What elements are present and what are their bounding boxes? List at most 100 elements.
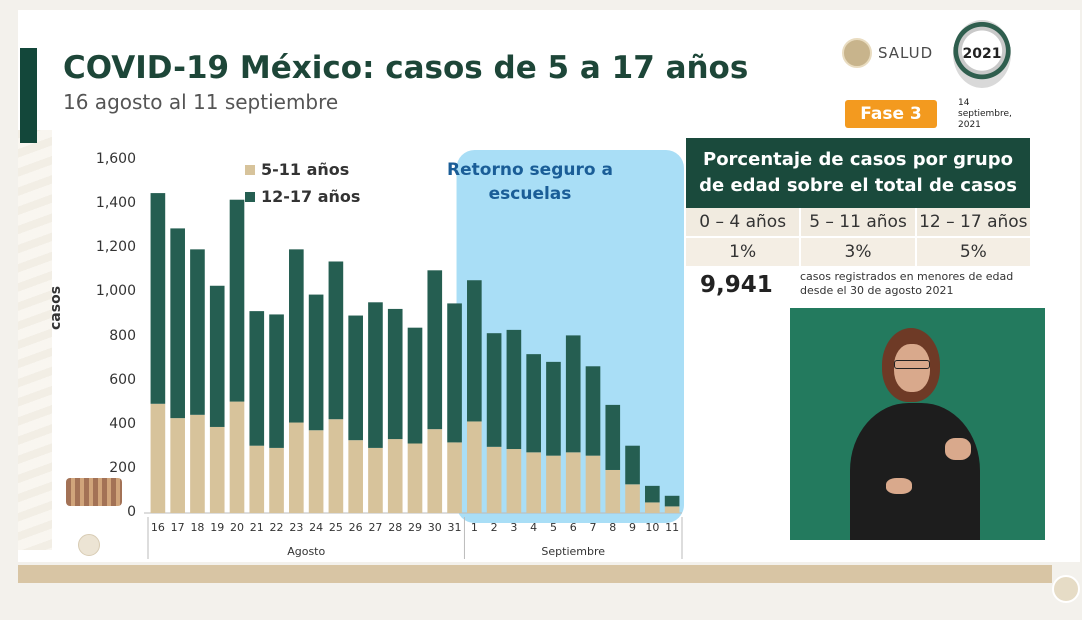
table-header-row: 0 – 4 años 5 – 11 años 12 – 17 años [686, 208, 1030, 236]
y-tick-label: 1,400 [95, 195, 136, 212]
seal-icon [842, 38, 872, 68]
title-accent-bar [20, 48, 37, 143]
x-tick-label: 28 [388, 521, 402, 534]
sign-language-interpreter [790, 308, 1045, 540]
interpreter-hand [945, 438, 971, 460]
page-title: COVID-19 México: casos de 5 a 17 años [63, 50, 749, 86]
decorative-seal-icon [78, 534, 100, 556]
bar-5-11-17 [170, 418, 185, 513]
y-tick-label: 0 [127, 504, 136, 520]
bar-5-11-31 [447, 442, 462, 513]
bar-5-11-30 [427, 429, 443, 513]
bar-12-17-17 [170, 228, 185, 419]
legend-label-5-11: 5-11 años [261, 160, 350, 179]
x-tick-label: 5 [550, 521, 557, 534]
bar-12-17-10 [645, 485, 660, 503]
bar-5-11-16 [150, 403, 166, 513]
bar-5-11-29 [407, 443, 423, 513]
bar-12-17-23 [289, 249, 304, 423]
year-badge-label: 2021 [962, 46, 1002, 62]
x-tick-label: 24 [309, 521, 323, 534]
bar-12-17-6 [565, 335, 581, 453]
x-tick-label: 3 [510, 521, 517, 534]
decorative-pattern [18, 130, 52, 550]
x-tick-label: 26 [349, 521, 363, 534]
salud-logo: SALUD [842, 38, 933, 68]
bar-5-11-5 [546, 455, 561, 513]
bar-12-17-3 [506, 329, 522, 450]
bar-12-17-26 [348, 315, 363, 441]
x-tick-label: 9 [629, 521, 636, 534]
x-tick-label: 1 [471, 521, 478, 534]
table-value-row: 1% 3% 5% [686, 236, 1030, 266]
legend-swatch-5-11 [245, 164, 255, 175]
bar-5-11-9 [625, 484, 640, 513]
salud-label: SALUD [878, 44, 934, 62]
bar-5-11-27 [368, 447, 383, 513]
y-axis-title: casos [48, 285, 64, 330]
page-subtitle: 16 agosto al 11 septiembre [63, 90, 339, 114]
bar-12-17-21 [249, 311, 265, 446]
legend-label-12-17: 12-17 años [261, 187, 361, 206]
x-tick-label: 20 [230, 521, 244, 534]
y-tick-label: 800 [109, 327, 136, 344]
table-header-cell: 0 – 4 años [699, 212, 787, 232]
bar-5-11-7 [585, 455, 601, 513]
x-tick-label: 27 [368, 521, 382, 534]
bar-12-17-31 [447, 303, 462, 443]
x-tick-label: 30 [428, 521, 442, 534]
bar-5-11-11 [664, 506, 680, 513]
x-tick-label: 6 [570, 521, 577, 534]
legend-swatch-12-17 [245, 191, 255, 202]
y-tick-label: 1,200 [95, 239, 136, 256]
bar-5-11-10 [645, 502, 660, 513]
total-cases-value: 9,941 [700, 272, 773, 298]
table-header-cell: 12 – 17 años [914, 208, 1030, 236]
interpreter-body [850, 403, 980, 540]
bar-5-11-23 [289, 422, 304, 513]
bar-12-17-4 [526, 354, 541, 453]
bar-5-11-22 [269, 447, 284, 513]
footer-band [18, 565, 1052, 583]
y-tick-label: 200 [109, 459, 136, 476]
x-tick-label: 25 [329, 521, 343, 534]
bar-12-17-28 [387, 308, 403, 440]
chart-legend: 5-11 años 12-17 años [245, 160, 360, 214]
bar-12-17-19 [209, 285, 225, 427]
interpreter-hand [886, 478, 912, 494]
y-tick-label: 1,600 [95, 151, 136, 167]
bar-5-11-8 [605, 469, 621, 513]
bar-12-17-22 [269, 314, 284, 448]
bar-5-11-4 [526, 452, 541, 513]
bar-5-11-26 [348, 440, 363, 513]
y-tick-label: 600 [109, 371, 136, 388]
bar-12-17-9 [625, 445, 640, 485]
x-tick-label: 31 [448, 521, 462, 534]
y-tick-label: 1,000 [95, 283, 136, 300]
legend-item-5-11: 5-11 años [245, 160, 360, 179]
bar-12-17-20 [229, 199, 245, 402]
bar-5-11-2 [486, 446, 502, 513]
bar-5-11-25 [328, 419, 344, 513]
x-tick-label: 7 [590, 521, 597, 534]
footer-logo-icon [1052, 575, 1080, 603]
x-tick-label: 4 [530, 521, 537, 534]
bar-5-11-20 [229, 401, 245, 513]
bar-12-17-18 [190, 249, 205, 415]
bar-12-17-30 [427, 270, 443, 430]
x-tick-label: 19 [210, 521, 224, 534]
x-tick-label: 23 [289, 521, 303, 534]
total-cases-caption: casos registrados en menores de edad des… [800, 270, 1014, 297]
bar-12-17-27 [368, 302, 383, 448]
bar-5-11-19 [209, 426, 225, 513]
x-tick-label: 17 [171, 521, 185, 534]
x-tick-label: 21 [250, 521, 264, 534]
x-tick-label: 2 [491, 521, 498, 534]
x-tick-label: 16 [151, 521, 165, 534]
table-header-cell: 5 – 11 años [799, 208, 914, 236]
bar-12-17-11 [664, 495, 680, 507]
bar-12-17-25 [328, 261, 344, 420]
bar-12-17-8 [605, 404, 621, 470]
bar-5-11-3 [506, 449, 522, 513]
